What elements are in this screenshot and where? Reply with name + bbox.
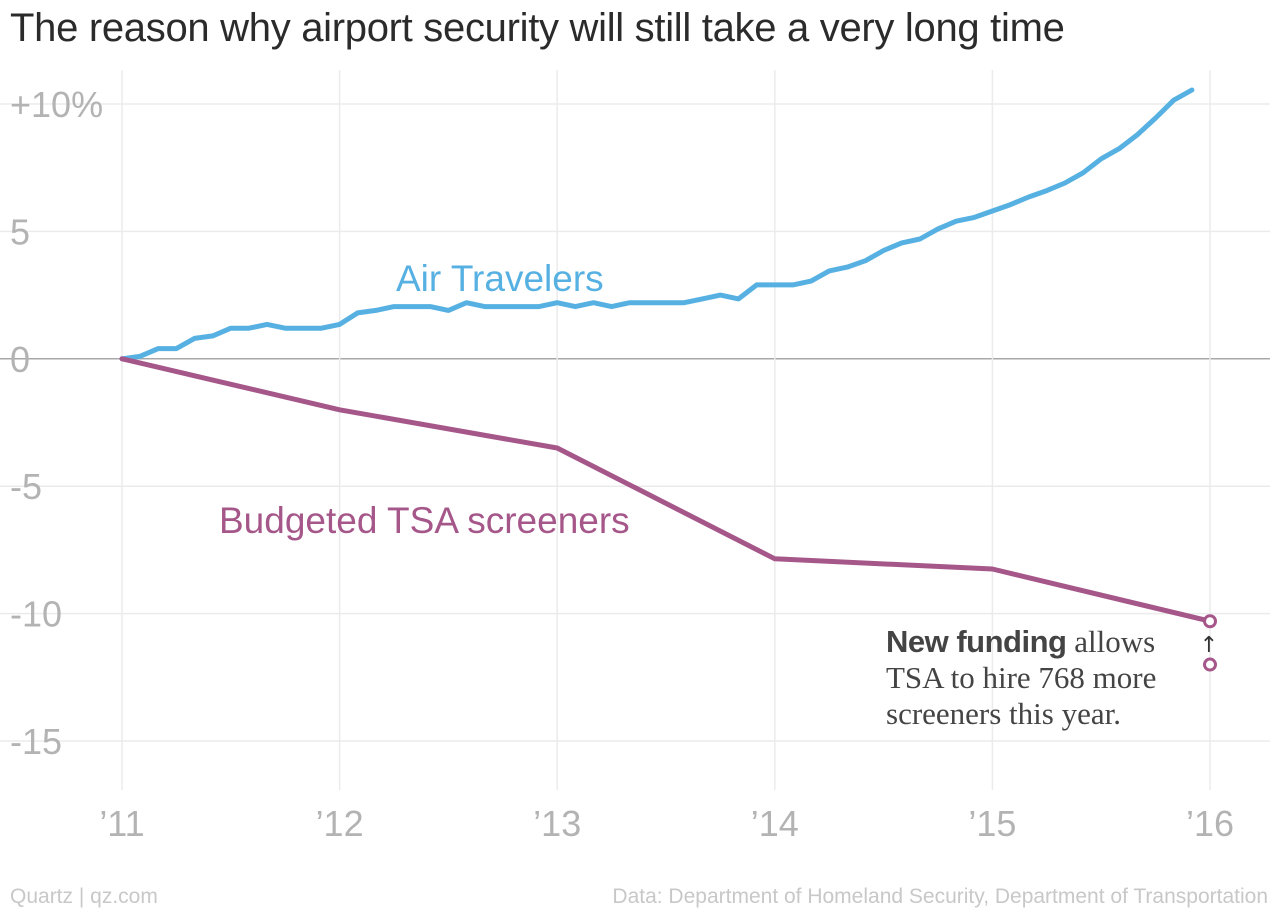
x-tick-label: ’13 bbox=[533, 803, 581, 844]
grid-lines bbox=[0, 70, 1270, 790]
y-tick-label: +10% bbox=[10, 84, 103, 125]
series-line-tsa-screeners bbox=[119, 356, 1213, 624]
series-label-tsa-screeners: Budgeted TSA screeners bbox=[219, 500, 630, 541]
annotation-line1: allows bbox=[1066, 624, 1156, 659]
x-tick-label: ’15 bbox=[968, 803, 1016, 844]
annotation-bold: New funding bbox=[886, 624, 1067, 659]
y-tick-label: 5 bbox=[10, 211, 30, 252]
x-axis-ticks: ’11 ’12 ’13 ’14 ’15 ’16 bbox=[99, 803, 1234, 844]
annotation-line3: screeners this year. bbox=[886, 696, 1121, 731]
up-arrow-icon: ↑ bbox=[1200, 633, 1218, 658]
y-tick-label: -15 bbox=[10, 721, 62, 762]
series-line-air-travelers bbox=[119, 87, 1195, 362]
y-tick-label: 0 bbox=[10, 339, 30, 380]
source-credit: Quartz | qz.com bbox=[10, 885, 158, 908]
data-source: Data: Department of Homeland Security, D… bbox=[612, 885, 1268, 908]
series-labels: Air Travelers Budgeted TSA screeners bbox=[219, 258, 630, 541]
marker-point bbox=[1203, 657, 1217, 672]
x-tick-label: ’16 bbox=[1186, 803, 1234, 844]
annotation-line2: TSA to hire 768 more bbox=[886, 660, 1157, 695]
series-label-air-travelers: Air Travelers bbox=[396, 258, 604, 299]
series-lines bbox=[119, 87, 1213, 624]
annotation-note: New funding allows TSA to hire 768 more … bbox=[886, 624, 1156, 732]
y-tick-label: -5 bbox=[10, 466, 42, 507]
y-tick-label: -10 bbox=[10, 594, 62, 635]
marker-point bbox=[1203, 614, 1217, 629]
x-tick-label: ’11 bbox=[99, 803, 144, 844]
y-axis-ticks: +10% 5 0 -5 -10 -15 bbox=[10, 84, 103, 762]
chart-title: The reason why airport security will sti… bbox=[10, 6, 1065, 50]
marker-points: ↑ bbox=[1200, 614, 1218, 672]
x-tick-label: ’12 bbox=[316, 803, 364, 844]
x-tick-label: ’14 bbox=[751, 803, 799, 844]
